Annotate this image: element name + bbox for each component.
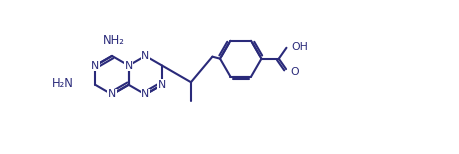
- Text: N: N: [157, 80, 166, 90]
- Text: H₂N: H₂N: [52, 77, 74, 90]
- Text: N: N: [107, 89, 116, 99]
- Text: N: N: [141, 89, 149, 99]
- Text: N: N: [124, 61, 133, 71]
- Text: NH₂: NH₂: [103, 34, 125, 47]
- Text: OH: OH: [291, 42, 308, 52]
- Text: N: N: [91, 61, 99, 71]
- Text: N: N: [141, 51, 149, 61]
- Text: O: O: [290, 67, 298, 77]
